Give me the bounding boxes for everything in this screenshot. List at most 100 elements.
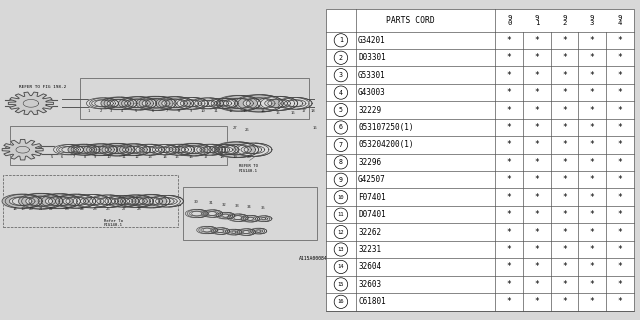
Circle shape — [334, 86, 348, 99]
Polygon shape — [175, 143, 208, 156]
Circle shape — [334, 243, 348, 256]
Text: 21: 21 — [39, 207, 44, 212]
Text: G53301: G53301 — [358, 71, 386, 80]
Text: 28: 28 — [137, 207, 141, 212]
Polygon shape — [8, 92, 54, 115]
Polygon shape — [225, 229, 240, 235]
Text: 8: 8 — [83, 155, 86, 159]
Text: *: * — [618, 193, 622, 202]
Circle shape — [334, 103, 348, 117]
Text: *: * — [562, 158, 567, 167]
Text: *: * — [534, 88, 540, 97]
Polygon shape — [83, 144, 115, 156]
Text: A115A00084: A115A00084 — [299, 256, 328, 261]
Text: *: * — [562, 71, 567, 80]
Polygon shape — [216, 212, 233, 219]
Polygon shape — [194, 144, 223, 155]
Text: *: * — [589, 140, 595, 149]
Text: 34: 34 — [247, 205, 252, 209]
Text: 12: 12 — [228, 108, 233, 113]
Text: 32603: 32603 — [358, 280, 381, 289]
Polygon shape — [2, 140, 43, 160]
Text: *: * — [618, 280, 622, 289]
Polygon shape — [209, 145, 236, 155]
Text: *: * — [534, 297, 540, 306]
Text: 7: 7 — [339, 142, 343, 148]
Text: *: * — [618, 175, 622, 184]
Polygon shape — [68, 144, 97, 155]
Text: *: * — [589, 123, 595, 132]
Text: 6: 6 — [339, 124, 343, 131]
Circle shape — [334, 34, 348, 47]
Text: 32262: 32262 — [358, 228, 381, 236]
Text: 18: 18 — [311, 108, 316, 113]
Text: 23: 23 — [65, 207, 69, 212]
Polygon shape — [163, 144, 191, 155]
Polygon shape — [116, 144, 147, 156]
Text: *: * — [589, 262, 595, 271]
Text: 9: 9 — [93, 155, 96, 159]
Text: 8: 8 — [339, 159, 343, 165]
Polygon shape — [235, 95, 280, 112]
Text: *: * — [589, 193, 595, 202]
Polygon shape — [208, 98, 235, 108]
Text: 9
2: 9 2 — [563, 15, 566, 26]
Circle shape — [334, 51, 348, 64]
Text: 8: 8 — [178, 108, 180, 113]
Text: 18: 18 — [219, 155, 224, 159]
Text: 16: 16 — [313, 126, 317, 130]
Text: REFER TO FIG 198-2: REFER TO FIG 198-2 — [19, 85, 66, 89]
Polygon shape — [136, 96, 173, 110]
Text: 20: 20 — [247, 155, 252, 159]
Text: 31: 31 — [209, 201, 214, 205]
Polygon shape — [117, 195, 150, 207]
Text: *: * — [618, 210, 622, 219]
Text: PARTS CORD: PARTS CORD — [387, 16, 435, 25]
Text: 17: 17 — [204, 155, 209, 159]
Text: *: * — [618, 53, 622, 62]
Circle shape — [334, 121, 348, 134]
Text: *: * — [562, 88, 567, 97]
Text: *: * — [618, 158, 622, 167]
Text: *: * — [507, 88, 511, 97]
Polygon shape — [2, 194, 39, 208]
Circle shape — [334, 226, 348, 239]
Text: *: * — [507, 53, 511, 62]
Text: 2: 2 — [339, 55, 343, 61]
Text: 32: 32 — [222, 203, 227, 207]
Polygon shape — [56, 194, 93, 208]
Text: *: * — [618, 297, 622, 306]
Polygon shape — [156, 97, 191, 110]
Text: *: * — [562, 175, 567, 184]
Text: 16: 16 — [290, 111, 295, 115]
Text: 1: 1 — [339, 37, 343, 43]
Text: *: * — [534, 36, 540, 45]
Text: 17: 17 — [301, 108, 306, 113]
Text: 15: 15 — [338, 282, 344, 287]
Text: 32231: 32231 — [358, 245, 381, 254]
Text: *: * — [589, 228, 595, 236]
Text: 33: 33 — [234, 204, 239, 208]
Text: 053107250(1): 053107250(1) — [358, 123, 413, 132]
Text: *: * — [618, 245, 622, 254]
Polygon shape — [132, 195, 167, 208]
Text: *: * — [534, 140, 540, 149]
Text: 6: 6 — [61, 155, 63, 159]
Circle shape — [334, 191, 348, 204]
Text: 32604: 32604 — [358, 262, 381, 271]
Text: *: * — [589, 245, 595, 254]
Text: *: * — [618, 140, 622, 149]
Text: 19: 19 — [232, 155, 237, 159]
Text: *: * — [507, 245, 511, 254]
Text: *: * — [618, 106, 622, 115]
Circle shape — [334, 156, 348, 169]
Text: D07401: D07401 — [358, 210, 386, 219]
Bar — [3, 175, 178, 227]
Text: *: * — [618, 88, 622, 97]
Text: *: * — [534, 245, 540, 254]
Text: 26: 26 — [245, 128, 250, 132]
Text: *: * — [507, 36, 511, 45]
Circle shape — [334, 138, 348, 152]
Circle shape — [334, 208, 348, 221]
Text: *: * — [562, 210, 567, 219]
